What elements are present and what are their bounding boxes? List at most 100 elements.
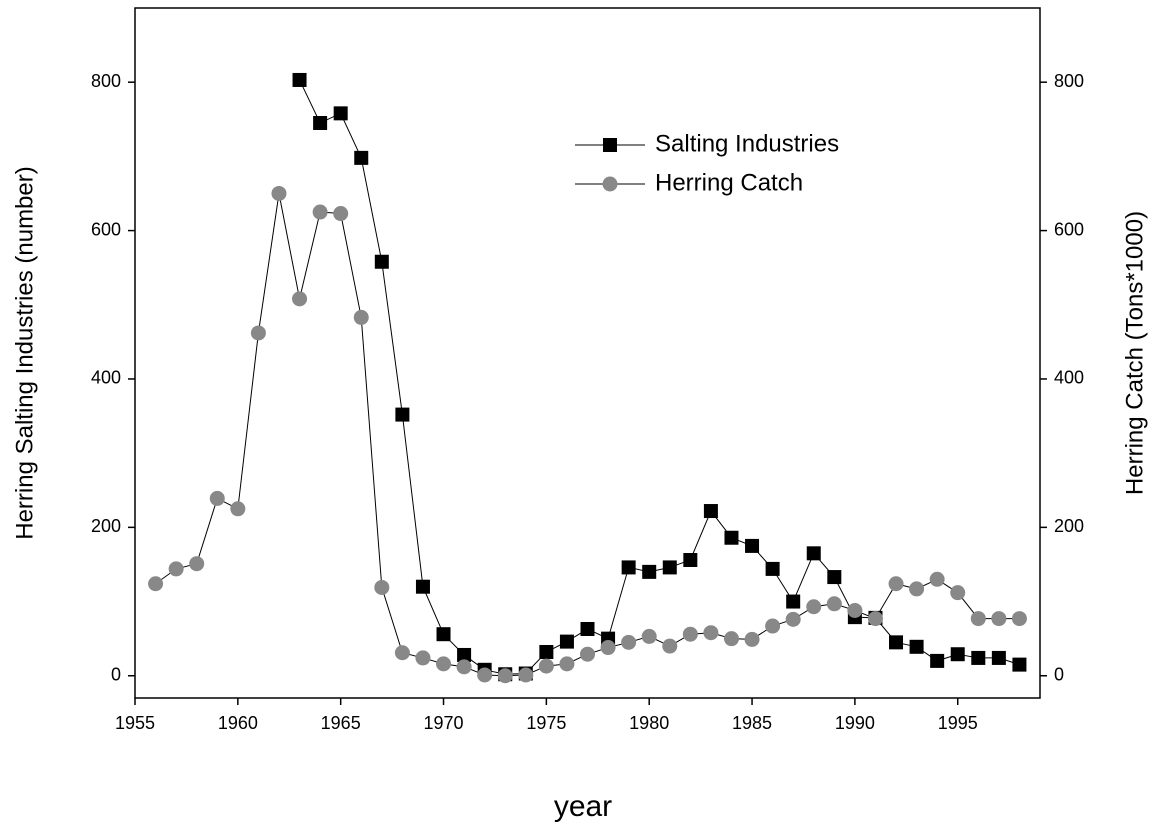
y2-tick-label: 400 — [1054, 368, 1084, 388]
y-tick-label: 200 — [91, 516, 121, 536]
x-tick-label: 1960 — [218, 713, 258, 733]
data-point — [374, 579, 390, 595]
data-point — [353, 309, 369, 325]
data-point — [436, 656, 452, 672]
data-point — [333, 206, 349, 222]
data-point — [436, 627, 451, 642]
data-point — [271, 185, 287, 201]
data-point — [867, 611, 883, 627]
data-point — [456, 659, 472, 675]
data-point — [683, 553, 698, 567]
y2-axis-label: Herring Catch (Tons*1000) — [1121, 211, 1148, 495]
data-point — [889, 635, 904, 650]
data-point — [312, 204, 328, 220]
y2-tick-label: 600 — [1054, 219, 1084, 239]
legend-label: Herring Catch — [655, 169, 803, 196]
data-point — [395, 407, 410, 422]
data-point — [148, 576, 164, 592]
data-point — [662, 638, 678, 654]
data-point — [806, 546, 821, 561]
data-point — [559, 656, 575, 672]
data-point — [497, 668, 513, 684]
series-line — [155, 193, 1020, 677]
data-point — [559, 634, 574, 649]
data-point — [189, 556, 205, 572]
data-point — [950, 585, 966, 601]
data-point — [703, 625, 719, 641]
data-point — [374, 254, 389, 269]
data-point — [909, 639, 924, 654]
data-point — [415, 579, 430, 594]
data-point — [744, 631, 760, 647]
data-point — [641, 628, 657, 644]
data-point — [621, 634, 637, 650]
data-point — [394, 645, 410, 661]
data-point — [703, 504, 718, 519]
y2-tick-label: 800 — [1054, 71, 1084, 91]
data-point — [292, 72, 307, 87]
data-point — [538, 658, 554, 674]
data-point — [971, 650, 986, 665]
legend-marker — [603, 138, 617, 152]
data-point — [333, 106, 348, 121]
data-point — [806, 599, 822, 615]
x-tick-label: 1965 — [321, 713, 361, 733]
data-point — [292, 291, 308, 307]
data-point — [991, 611, 1007, 627]
data-point — [600, 640, 616, 656]
x-tick-label: 1990 — [835, 713, 875, 733]
data-point — [539, 645, 554, 659]
data-point — [580, 646, 595, 662]
legend-marker — [602, 176, 618, 192]
data-point — [580, 622, 595, 636]
y-tick-label: 400 — [91, 368, 121, 388]
data-point — [909, 581, 925, 597]
data-point — [724, 530, 739, 545]
data-point — [930, 653, 945, 668]
data-point — [354, 150, 369, 165]
data-point — [477, 667, 493, 683]
data-point — [847, 602, 863, 618]
data-point — [929, 571, 945, 587]
data-point — [457, 647, 472, 662]
legend-label: Salting Industries — [655, 130, 839, 157]
data-point — [313, 116, 328, 130]
data-point — [786, 594, 801, 609]
plot-frame — [134, 7, 1041, 699]
data-point — [827, 570, 842, 585]
data-point — [250, 325, 266, 341]
data-point — [991, 650, 1006, 665]
data-point — [826, 596, 842, 612]
data-point — [765, 561, 780, 576]
x-tick-label: 1955 — [115, 713, 155, 733]
y-tick-label: 0 — [111, 664, 121, 684]
x-tick-label: 1980 — [629, 713, 669, 733]
y-axis-label: Herring Salting Industries (number) — [11, 166, 38, 540]
data-point — [168, 561, 184, 577]
y-tick-label: 600 — [91, 219, 121, 239]
data-point — [209, 490, 225, 506]
y-tick-label: 800 — [91, 71, 121, 91]
data-point — [642, 564, 657, 579]
data-point — [950, 647, 965, 662]
x-tick-label: 1995 — [938, 713, 978, 733]
data-point — [230, 501, 246, 517]
data-point — [662, 560, 677, 575]
x-axis-label: year — [554, 790, 612, 823]
data-point — [1012, 657, 1027, 672]
y2-tick-label: 200 — [1054, 516, 1084, 536]
data-point — [621, 560, 636, 575]
data-point — [682, 626, 698, 642]
data-point — [888, 576, 904, 592]
data-point — [415, 650, 431, 666]
data-point — [745, 538, 760, 553]
data-point — [765, 618, 781, 634]
x-tick-label: 1975 — [526, 713, 566, 733]
data-point — [723, 631, 739, 647]
data-point — [518, 667, 534, 683]
data-point — [785, 611, 801, 627]
x-tick-label: 1985 — [732, 713, 772, 733]
data-point — [1011, 611, 1027, 627]
data-point — [970, 611, 986, 627]
